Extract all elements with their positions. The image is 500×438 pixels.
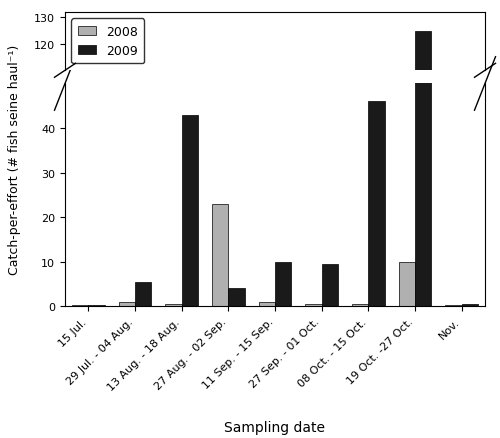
Bar <box>258 302 275 307</box>
Bar <box>212 205 228 307</box>
Bar <box>322 336 338 361</box>
Bar <box>462 304 478 307</box>
Bar <box>118 302 135 307</box>
Text: Catch-per-effort (# fish seine haul⁻¹): Catch-per-effort (# fish seine haul⁻¹) <box>8 45 22 275</box>
Bar <box>258 358 275 361</box>
Bar <box>228 289 244 307</box>
Bar <box>166 304 182 307</box>
Bar <box>88 360 104 361</box>
Bar <box>182 248 198 361</box>
Bar <box>398 262 415 307</box>
Bar <box>352 360 368 361</box>
Bar <box>72 360 88 361</box>
Bar <box>88 306 104 307</box>
Bar <box>118 358 135 361</box>
Bar <box>135 346 152 361</box>
Bar <box>306 360 322 361</box>
Bar <box>166 360 182 361</box>
Bar <box>446 360 462 361</box>
Bar <box>415 32 432 361</box>
Bar <box>368 102 384 307</box>
Bar <box>275 262 291 307</box>
Text: Sampling date: Sampling date <box>224 420 326 434</box>
Bar <box>415 0 432 307</box>
Bar <box>446 306 462 307</box>
Bar <box>72 306 88 307</box>
Bar <box>275 335 291 361</box>
Bar <box>352 304 368 307</box>
Bar <box>228 350 244 361</box>
Bar <box>322 265 338 307</box>
Bar <box>398 335 415 361</box>
Bar <box>182 115 198 307</box>
Bar <box>462 360 478 361</box>
Bar <box>368 240 384 361</box>
Bar <box>306 304 322 307</box>
Bar <box>212 300 228 361</box>
Bar <box>135 282 152 307</box>
Legend: 2008, 2009: 2008, 2009 <box>72 19 144 64</box>
